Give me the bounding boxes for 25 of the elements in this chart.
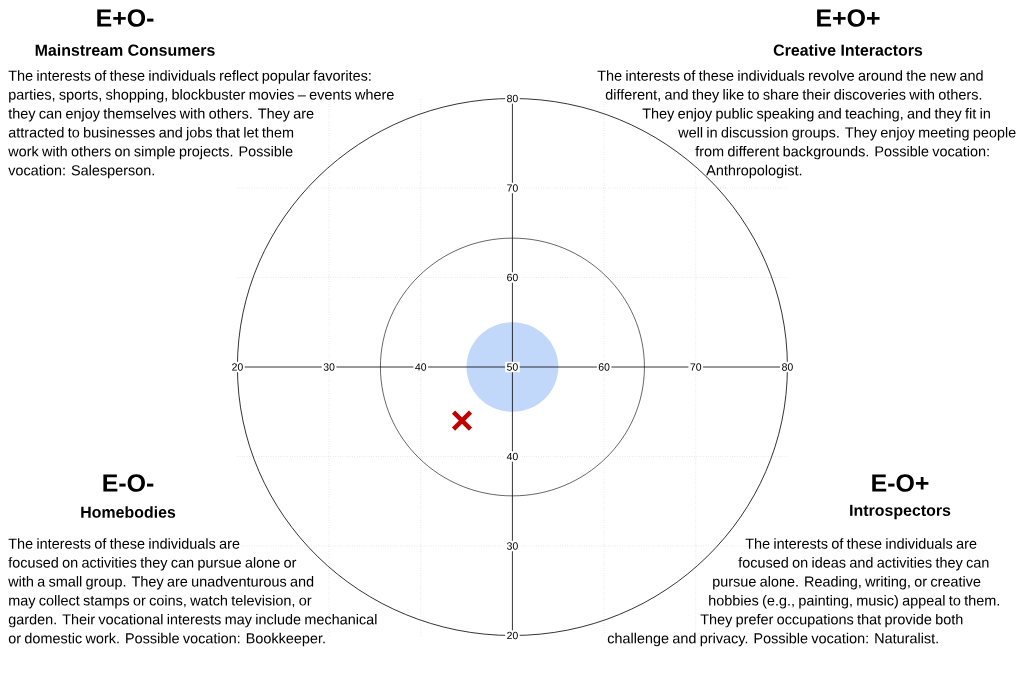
text: E+O- bbox=[97, 9, 154, 27]
x-tick-label: 60 bbox=[598, 363, 610, 371]
text: Mainstream Consumers bbox=[35, 44, 215, 56]
x-tick-label: 40 bbox=[415, 363, 427, 371]
x-tick-label: 80 bbox=[782, 363, 793, 371]
x-tick-label: 70 bbox=[690, 363, 702, 371]
text: E-O+ bbox=[872, 474, 929, 492]
y-tick-label: 40 bbox=[506, 452, 518, 461]
annotation: The interests of these individuals are focused on activities they can pursue alone or with a small group. They are unadventurous and may collect stamps or coins, watch television, or garden. Their vocational interests may include mechanical or domestic work. Possible vocation: Bookkeeper. bbox=[8, 538, 377, 647]
text: E+O+ bbox=[817, 9, 880, 27]
x-tick-label: 20 bbox=[232, 363, 243, 371]
y-tick-label: 20 bbox=[507, 631, 518, 640]
text: Homebodies bbox=[81, 506, 176, 518]
y-tick-label: 30 bbox=[507, 542, 518, 550]
annotation: The interests of these individuals reflect popular favorites: parties, sports, shopping, blockbuster movies – events where they can enjoy themselves with others. They are attracted to businesses and jobs that let them work with others on simple projects. Possible vocation: Salesperson. bbox=[8, 70, 394, 179]
y-tick-label: 60 bbox=[507, 273, 518, 282]
annotation: The interests of these individuals revolve around the new and different, and they like to share their discoveries with others. They enjoy public speaking and teaching, and they fit in well in discussion groups. They enjoy meeting people from different backgrounds. Possible vocation: Anthropologist. bbox=[597, 70, 1016, 179]
y-tick-label: 70 bbox=[507, 184, 518, 192]
x-tick-label: 50 bbox=[507, 363, 518, 371]
text: E-O- bbox=[103, 474, 154, 492]
text: Introspectors bbox=[850, 504, 951, 520]
y-tick-label: 80 bbox=[507, 94, 518, 103]
annotation: The interests of these individuals are focused on ideas and activities they can pursue alone. Reading, writing, or creative hobbies (e.g., painting, music) appeal to them. They prefer occupations that provide both challenge and privacy. Possible vocation: Naturalist. bbox=[607, 538, 999, 647]
text: Creative Interactors bbox=[773, 44, 923, 56]
x-tick-label: 30 bbox=[323, 363, 335, 371]
